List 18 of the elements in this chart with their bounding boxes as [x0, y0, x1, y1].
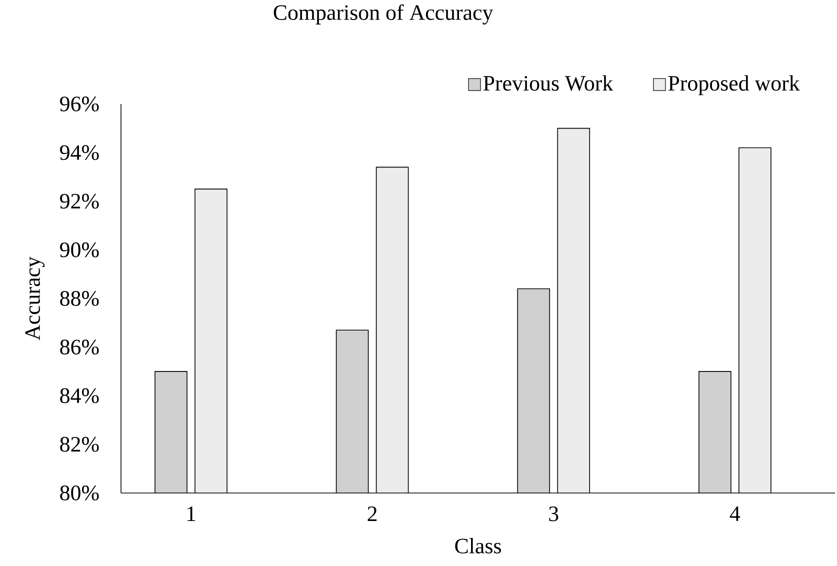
x-axis-title: Class — [455, 538, 501, 554]
y-tick-label: 90% — [60, 242, 99, 258]
x-tick-label: 4 — [730, 506, 740, 521]
legend-label: Previous Work — [483, 75, 614, 91]
x-tick-label: 3 — [549, 506, 558, 522]
x-tick-label: 1 — [187, 506, 196, 521]
legend-label: Proposed work — [668, 75, 800, 96]
y-axis-title: Accuracy — [25, 256, 45, 340]
x-tick-label: 2 — [368, 506, 377, 522]
y-tick-label: 80% — [60, 486, 99, 500]
y-tick-label: 86% — [60, 340, 99, 355]
y-tick-label: 88% — [60, 291, 99, 306]
y-tick-label: 82% — [60, 436, 99, 452]
y-tick-label: 92% — [60, 194, 99, 209]
y-tick-label: 84% — [60, 388, 99, 404]
chart-title: Comparison of Accuracy — [274, 4, 494, 25]
y-tick-label: 96% — [60, 96, 99, 112]
y-tick-label: 94% — [60, 145, 99, 160]
